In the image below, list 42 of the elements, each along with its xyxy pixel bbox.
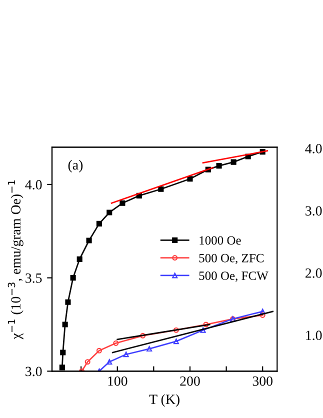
- y-tick-label: 4.0: [25, 180, 42, 190]
- y2-tick-label: 3.0: [306, 206, 322, 216]
- point: [203, 322, 209, 328]
- point: [216, 163, 222, 169]
- point: [84, 359, 90, 365]
- point: [173, 327, 179, 333]
- point: [260, 308, 266, 314]
- point: [230, 159, 236, 165]
- y2-tick-label: 2.0: [306, 268, 322, 278]
- point: [96, 348, 102, 354]
- legend-label: 500 Oe, FCW: [199, 272, 268, 282]
- point: [187, 176, 193, 182]
- point: [59, 364, 65, 370]
- legend-label: 1000 Oe: [200, 236, 241, 245]
- point: [260, 312, 266, 318]
- point: [123, 352, 129, 358]
- x-tick-label: 200: [180, 376, 200, 386]
- point: [173, 338, 179, 344]
- y2-tick-label: 4.0: [305, 144, 322, 154]
- point: [140, 332, 146, 338]
- point: [113, 340, 119, 346]
- point: [86, 238, 92, 244]
- point: [70, 275, 76, 281]
- point: [60, 350, 66, 356]
- point: [158, 186, 164, 192]
- point: [62, 322, 68, 328]
- point: [96, 220, 102, 226]
- x-tick-label: 100: [108, 376, 128, 386]
- point: [106, 359, 112, 365]
- point: [106, 210, 112, 216]
- point: [120, 200, 126, 206]
- y2-tick-label: 1.0: [306, 330, 322, 340]
- point: [76, 256, 82, 262]
- point: [200, 327, 206, 333]
- point: [65, 299, 71, 305]
- x-tick-label: 300: [252, 376, 272, 386]
- x-axis-title: T (K): [149, 394, 180, 407]
- legend-label: 500 Oe, ZFC: [199, 254, 264, 264]
- y-tick-label: 3.0: [26, 366, 42, 376]
- y-axis-title: χ$^{−1}$ (10$^{−3}$, emu/gram Oe)$^{−1}$: [8, 180, 24, 340]
- y-tick-label: 3.5: [26, 273, 42, 283]
- annotation: (a): [68, 160, 83, 172]
